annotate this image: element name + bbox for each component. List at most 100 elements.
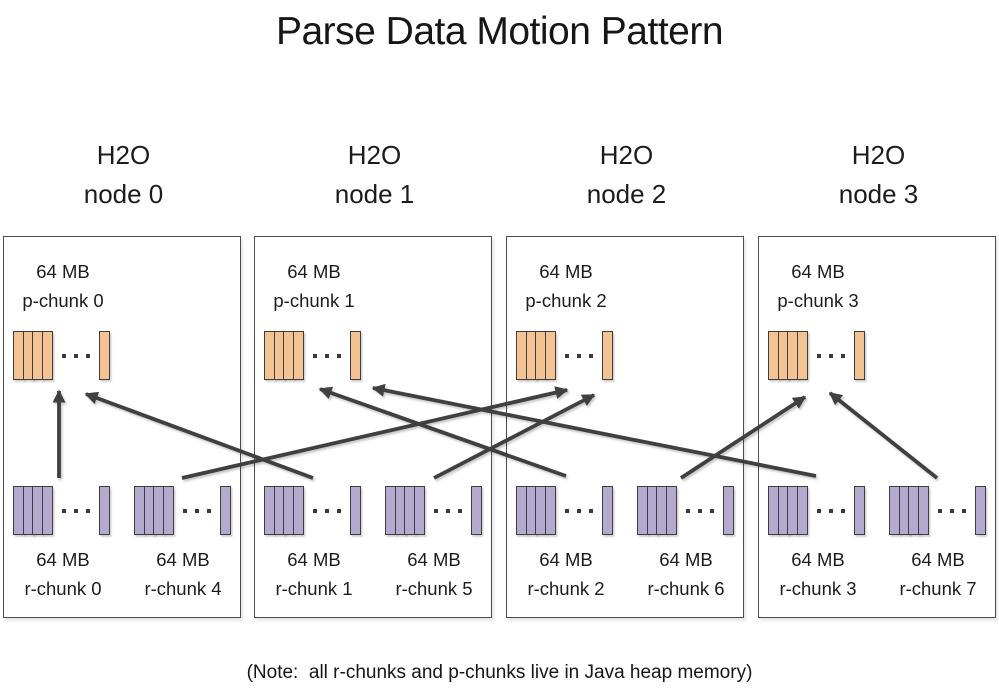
chunk-bar <box>349 486 361 535</box>
p-chunk-1-bars <box>264 331 361 380</box>
node-0-system-label: H2O <box>96 140 151 170</box>
node-3: H2O node 3 64 MB p-chunk 3 64 MB r-chunk… <box>758 136 999 618</box>
node-0-name-label: node 0 <box>83 179 164 209</box>
node-2-name-label: node 2 <box>586 179 667 209</box>
node-2-system-label: H2O <box>599 140 654 170</box>
node-0: H2O node 0 64 MB p-chunk 0 64 MB r-chunk… <box>3 136 244 618</box>
r-chunk-5-label: 64 MB r-chunk 5 <box>379 545 489 603</box>
chunk-bar <box>98 331 110 380</box>
chunk-bar <box>413 486 425 535</box>
chunk-bar <box>544 331 556 380</box>
chunk-bar <box>853 486 865 535</box>
ellipsis-dots <box>564 331 593 380</box>
node-3-name-label: node 3 <box>838 179 919 209</box>
ellipsis-dots <box>816 486 845 535</box>
chunk-bar <box>41 486 53 535</box>
node-0-box: 64 MB p-chunk 0 64 MB r-chunk 0 64 MB r-… <box>3 236 241 618</box>
ellipsis-dots <box>937 486 966 535</box>
node-3-box: 64 MB p-chunk 3 64 MB r-chunk 3 64 MB r-… <box>758 236 996 618</box>
node-2-box: 64 MB p-chunk 2 64 MB r-chunk 2 64 MB r-… <box>506 236 744 618</box>
diagram-title: Parse Data Motion Pattern <box>275 10 724 53</box>
chunk-bar <box>544 486 556 535</box>
r-chunk-7-size: 64 MB <box>911 549 965 570</box>
p-chunk-0-bars <box>13 331 110 380</box>
r-chunk-5-size: 64 MB <box>407 549 461 570</box>
node-3-system-label: H2O <box>851 140 906 170</box>
r-chunk-6-size: 64 MB <box>659 549 713 570</box>
node-1: H2O node 1 64 MB p-chunk 1 64 MB r-chunk… <box>254 136 495 618</box>
r-chunk-7-name: r-chunk 7 <box>899 578 977 599</box>
r-chunk-2-size: 64 MB <box>539 549 593 570</box>
chunk-bar <box>601 331 613 380</box>
r-chunk-1-bars <box>264 486 361 535</box>
r-chunk-4-name: r-chunk 4 <box>144 578 222 599</box>
p-chunk-3-name: p-chunk 3 <box>777 290 859 311</box>
r-chunk-4-size: 64 MB <box>156 549 210 570</box>
node-3-header: H2O node 3 <box>758 136 999 214</box>
r-chunk-5-name: r-chunk 5 <box>395 578 473 599</box>
r-chunk-4-bars <box>134 486 231 535</box>
ellipsis-dots <box>312 331 341 380</box>
r-chunk-1-size: 64 MB <box>287 549 341 570</box>
p-chunk-3-bars <box>768 331 865 380</box>
chunk-bar <box>796 331 808 380</box>
r-chunk-5-bars <box>385 486 482 535</box>
node-1-header: H2O node 1 <box>254 136 495 214</box>
chunk-bar <box>470 486 482 535</box>
r-chunk-2-label: 64 MB r-chunk 2 <box>511 545 621 603</box>
p-chunk-2-bars <box>516 331 613 380</box>
chunk-bar <box>974 486 986 535</box>
r-chunk-7-label: 64 MB r-chunk 7 <box>883 545 993 603</box>
node-1-name-label: node 1 <box>334 179 415 209</box>
ellipsis-dots <box>564 486 593 535</box>
chunk-bar <box>98 486 110 535</box>
ellipsis-dots <box>61 331 90 380</box>
r-chunk-2-bars <box>516 486 613 535</box>
r-chunk-6-name: r-chunk 6 <box>647 578 725 599</box>
node-0-header: H2O node 0 <box>3 136 244 214</box>
chunk-bar <box>917 486 929 535</box>
chunk-bar <box>722 486 734 535</box>
p-chunk-1-name: p-chunk 1 <box>273 290 355 311</box>
r-chunk-7-bars <box>889 486 986 535</box>
chunk-bar <box>601 486 613 535</box>
ellipsis-dots <box>433 486 462 535</box>
p-chunk-0-size: 64 MB <box>36 261 90 282</box>
p-chunk-1-size: 64 MB <box>287 261 341 282</box>
chunk-bar <box>665 486 677 535</box>
p-chunk-2-size: 64 MB <box>539 261 593 282</box>
ellipsis-dots <box>685 486 714 535</box>
r-chunk-0-label: 64 MB r-chunk 0 <box>8 545 118 603</box>
p-chunk-2-label: 64 MB p-chunk 2 <box>511 257 621 315</box>
p-chunk-1-label: 64 MB p-chunk 1 <box>259 257 369 315</box>
node-1-system-label: H2O <box>347 140 402 170</box>
chunk-bar <box>853 331 865 380</box>
r-chunk-1-label: 64 MB r-chunk 1 <box>259 545 369 603</box>
p-chunk-3-label: 64 MB p-chunk 3 <box>763 257 873 315</box>
chunk-bar <box>219 486 231 535</box>
chunk-bar <box>41 331 53 380</box>
r-chunk-1-name: r-chunk 1 <box>275 578 353 599</box>
r-chunk-3-bars <box>768 486 865 535</box>
p-chunk-3-size: 64 MB <box>791 261 845 282</box>
chunk-bar <box>349 331 361 380</box>
ellipsis-dots <box>182 486 211 535</box>
r-chunk-0-name: r-chunk 0 <box>24 578 102 599</box>
ellipsis-dots <box>816 331 845 380</box>
node-1-box: 64 MB p-chunk 1 64 MB r-chunk 1 64 MB r-… <box>254 236 492 618</box>
r-chunk-6-label: 64 MB r-chunk 6 <box>631 545 741 603</box>
r-chunk-3-size: 64 MB <box>791 549 845 570</box>
r-chunk-4-label: 64 MB r-chunk 4 <box>128 545 238 603</box>
p-chunk-0-label: 64 MB p-chunk 0 <box>8 257 118 315</box>
r-chunk-3-name: r-chunk 3 <box>779 578 857 599</box>
footnote: (Note: all r-chunks and p-chunks live in… <box>246 662 753 683</box>
chunk-bar <box>162 486 174 535</box>
r-chunk-2-name: r-chunk 2 <box>527 578 605 599</box>
p-chunk-0-name: p-chunk 0 <box>22 290 104 311</box>
chunk-bar <box>292 331 304 380</box>
r-chunk-0-size: 64 MB <box>36 549 90 570</box>
node-2: H2O node 2 64 MB p-chunk 2 64 MB r-chunk… <box>506 136 747 618</box>
r-chunk-0-bars <box>13 486 110 535</box>
ellipsis-dots <box>61 486 90 535</box>
